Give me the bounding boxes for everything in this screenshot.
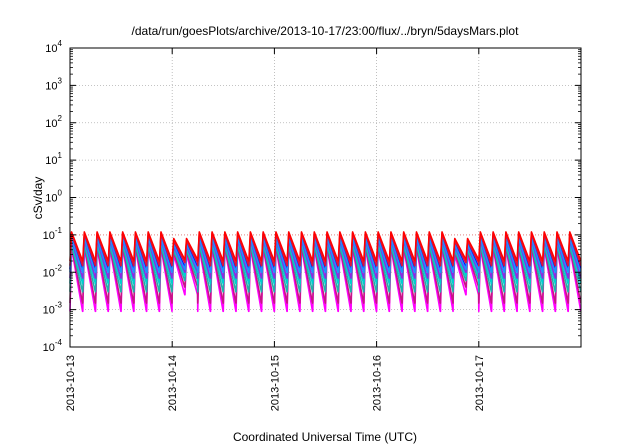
x-tick-label: 2013-10-15: [269, 355, 281, 411]
y-tick-label: 104: [45, 39, 62, 55]
x-tick-label: 2013-10-14: [167, 355, 179, 411]
x-tick-label: 2013-10-13: [65, 355, 77, 411]
y-tick-label: 10-1: [43, 226, 63, 242]
y-tick-label: 101: [45, 151, 62, 167]
y-axis-ticks: 104 103 102 101 100 10-1 10-2 10-3 10-4: [43, 39, 581, 354]
series-line: [69, 245, 582, 304]
x-axis-ticks: 2013-10-13 2013-10-14 2013-10-15 2013-10-16…: [65, 48, 486, 411]
chart-title: /data/run/goesPlots/archive/2013-10-17/2…: [132, 24, 520, 38]
y-tick-label: 10-4: [43, 338, 63, 354]
y-tick-label: 102: [45, 114, 62, 130]
x-axis-label: Coordinated Universal Time (UTC): [233, 430, 417, 444]
y-tick-label: 10-2: [43, 263, 63, 279]
x-tick-label: 2013-10-17: [474, 355, 486, 411]
y-axis-label: cSv/day: [31, 177, 45, 220]
series-line: [69, 231, 582, 262]
x-tick-label: 2013-10-16: [372, 355, 384, 411]
y-tick-label: 10-3: [43, 301, 63, 317]
y-tick-label: 103: [45, 76, 62, 92]
data-series: [69, 231, 582, 313]
series-line: [69, 237, 582, 274]
y-tick-label: 100: [45, 189, 62, 205]
